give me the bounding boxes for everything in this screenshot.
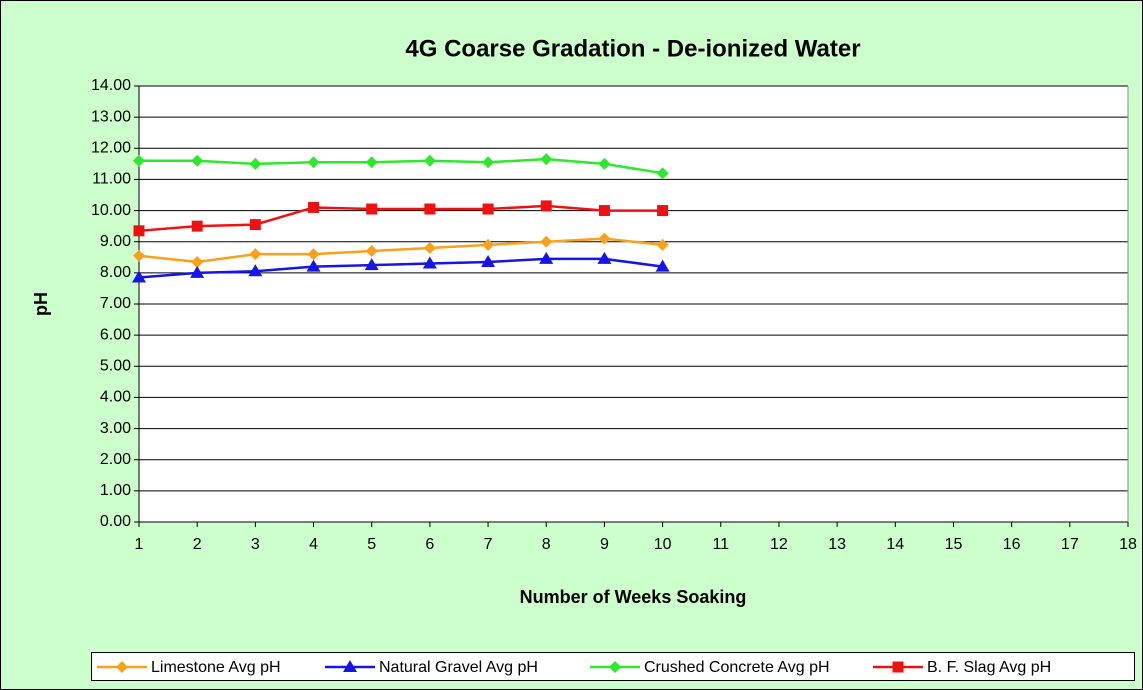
marker	[133, 154, 145, 167]
marker	[249, 248, 262, 261]
marker	[540, 153, 553, 166]
y-tick-label: 7.00	[100, 295, 131, 312]
series-line	[138, 257, 663, 279]
y-tick-label: 4.00	[100, 389, 131, 406]
y-tick-label: 14.00	[91, 77, 131, 94]
marker	[609, 661, 621, 673]
marker	[482, 238, 495, 251]
marker	[597, 251, 612, 264]
x-tick-label: 4	[309, 536, 318, 553]
y-tick-label: 9.00	[100, 233, 131, 250]
x-tick-label: 1	[135, 536, 144, 553]
legend-label: B. F. Slag Avg pH	[927, 659, 1051, 676]
legend-label: Crushed Concrete Avg pH	[644, 659, 830, 676]
x-tick-label: 7	[484, 536, 493, 553]
y-tick-label: 1.00	[100, 482, 131, 499]
x-tick-label: 15	[945, 536, 963, 553]
y-tick-label: 10.00	[91, 202, 131, 219]
x-tick-label: 18	[1119, 536, 1137, 553]
x-tick-label: 17	[1061, 536, 1079, 553]
x-tick-label: 13	[828, 536, 846, 553]
marker	[892, 661, 904, 673]
y-tick-label: 5.00	[100, 358, 131, 375]
y-tick-label: 13.00	[91, 108, 131, 125]
marker	[424, 203, 436, 215]
x-tick-label: 11	[712, 536, 729, 553]
legend-label: Natural Gravel Avg pH	[379, 659, 538, 676]
x-tick-label: 5	[367, 536, 376, 553]
y-tick-label: 8.00	[100, 264, 131, 281]
x-tick-label: 8	[542, 536, 551, 553]
marker	[116, 661, 128, 673]
y-tick-label: 12.00	[91, 140, 131, 157]
marker	[482, 156, 495, 169]
x-tick-label: 10	[654, 536, 672, 553]
marker	[656, 238, 669, 251]
y-tick-label: 11.00	[92, 171, 131, 188]
series-line	[138, 237, 663, 264]
marker	[307, 156, 320, 169]
marker	[598, 232, 611, 245]
marker	[540, 200, 552, 212]
series-line	[139, 157, 663, 175]
marker	[308, 201, 320, 213]
marker	[366, 203, 378, 215]
marker	[364, 258, 379, 271]
x-tick-label: 16	[1003, 536, 1021, 553]
marker	[365, 245, 378, 258]
legend-label: Limestone Avg pH	[151, 659, 281, 676]
x-tick-label: 12	[770, 536, 788, 553]
y-tick-label: 2.00	[100, 451, 131, 468]
marker	[306, 259, 321, 272]
marker	[365, 156, 378, 169]
marker	[655, 259, 670, 272]
chart-title: 4G Coarse Gradation - De-ionized Water	[405, 35, 860, 62]
y-tick-label: 6.00	[100, 326, 131, 343]
marker	[249, 219, 261, 231]
marker	[598, 157, 611, 170]
marker	[191, 154, 204, 167]
y-tick-label: 3.00	[100, 420, 131, 437]
x-tick-label: 3	[251, 536, 260, 553]
x-axis-label: Number of Weeks Soaking	[520, 587, 747, 607]
marker	[422, 256, 437, 269]
x-tick-label: 6	[425, 536, 434, 553]
marker	[482, 203, 494, 215]
marker	[423, 154, 436, 167]
marker	[540, 235, 553, 248]
x-tick-label: 2	[193, 536, 202, 553]
marker	[656, 167, 669, 180]
marker	[481, 254, 496, 267]
marker	[307, 248, 320, 261]
marker	[598, 205, 610, 217]
marker	[657, 205, 669, 217]
marker	[132, 270, 146, 283]
marker	[423, 241, 436, 254]
series-line	[138, 204, 663, 233]
marker	[191, 220, 203, 232]
marker	[249, 157, 262, 170]
y-tick-label: 0.00	[100, 513, 131, 530]
marker	[343, 660, 357, 672]
y-axis-label: pH	[31, 292, 51, 316]
marker	[133, 225, 145, 237]
x-tick-label: 9	[600, 536, 609, 553]
marker	[133, 249, 145, 262]
marker	[191, 255, 204, 268]
x-tick-label: 14	[886, 536, 904, 553]
marker	[190, 265, 205, 278]
marker	[248, 264, 263, 277]
marker	[539, 251, 554, 264]
